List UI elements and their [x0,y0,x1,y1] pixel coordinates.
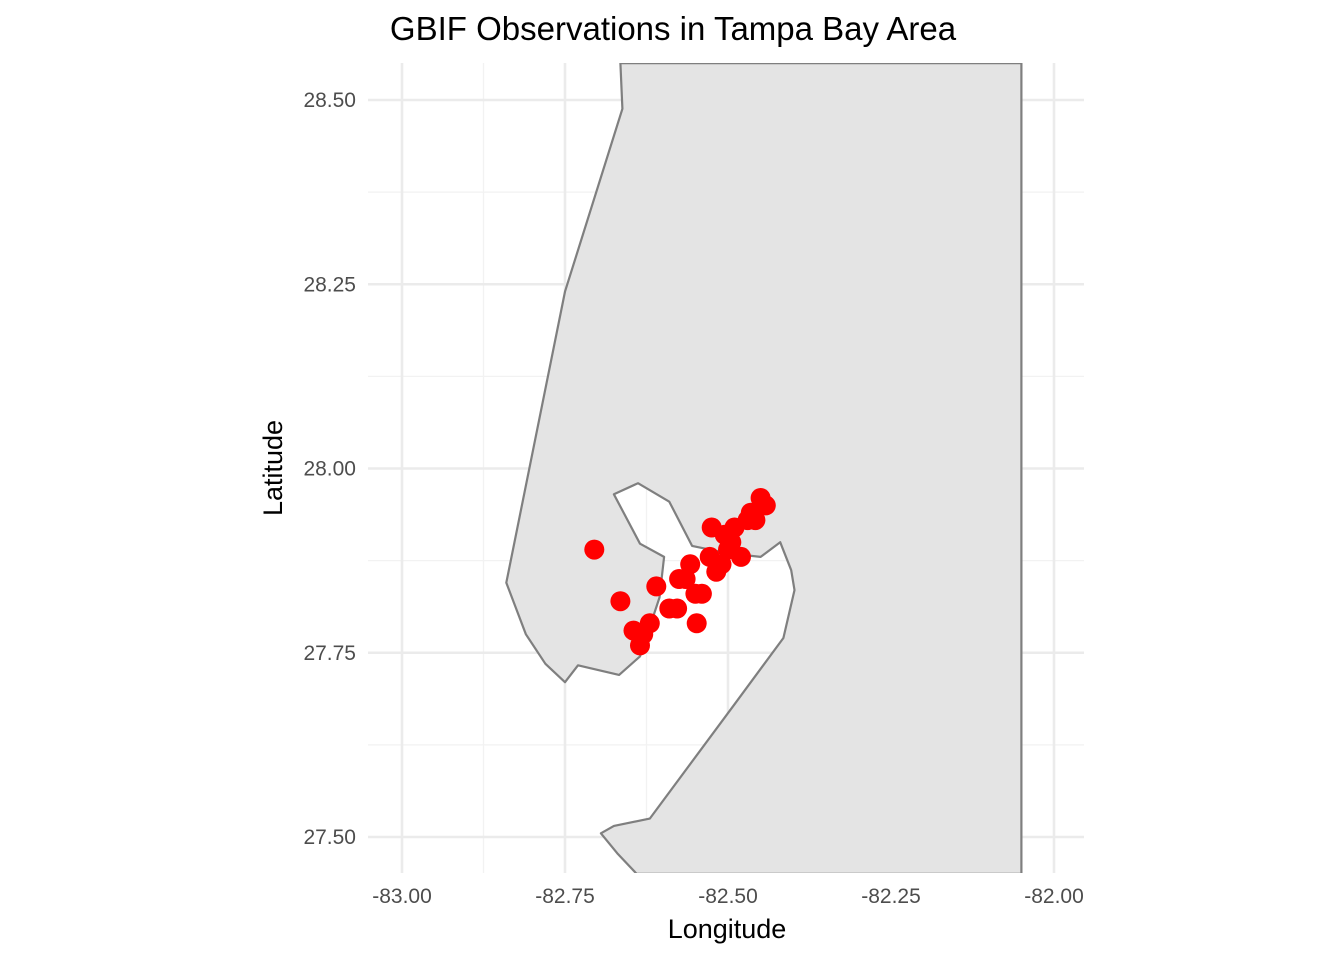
land-polygon [505,63,1023,873]
map-layer [505,63,1023,873]
y-tick-label: 27.50 [303,826,356,849]
x-tick-label: -82.50 [698,885,758,908]
y-tick-label: 28.50 [303,89,356,112]
x-tick-label: -82.75 [535,885,595,908]
observation-point [680,554,701,575]
observation-point [610,591,631,612]
y-tick-label: 27.75 [303,642,356,665]
observation-point [731,546,751,567]
x-tick-label: -83.00 [372,885,432,908]
chart-title: GBIF Observations in Tampa Bay Area [390,10,957,47]
observation-point [646,576,667,597]
x-axis-ticks: -83.00 -82.75 -82.50 -82.25 -82.00 [372,885,1084,908]
y-tick-label: 28.25 [303,273,356,296]
observation-point [691,583,712,604]
observation-point [686,613,707,634]
observation-point [755,495,776,516]
observation-point [584,539,605,560]
y-axis-ticks: 27.50 27.75 28.00 28.25 28.50 [303,89,356,849]
x-tick-label: -82.25 [861,885,921,908]
observation-points [584,488,776,656]
y-axis-label: Latitude [258,420,288,516]
observation-point [745,510,766,531]
x-tick-label: -82.00 [1024,885,1084,908]
x-axis-label: Longitude [668,914,787,944]
y-tick-label: 28.00 [303,458,356,481]
observation-point [639,613,660,634]
observation-point [667,598,688,619]
